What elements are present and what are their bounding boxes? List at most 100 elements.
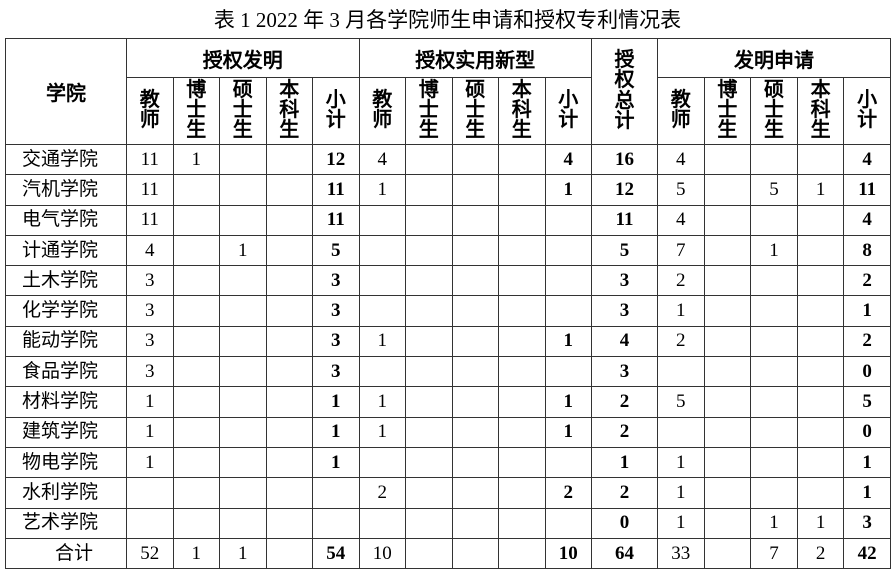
table-row: 计通学院 4 1 5 5 7 1 8	[5, 234, 891, 267]
table-cell	[796, 446, 845, 479]
table-cell: 2	[544, 477, 592, 509]
table-cell	[703, 174, 752, 206]
table-cell	[265, 507, 313, 539]
header-subtotal-g0: 小计	[312, 77, 360, 145]
table-cell	[405, 265, 453, 297]
table-cell: 1	[750, 507, 798, 539]
table-cell	[172, 507, 220, 539]
table-cell	[750, 386, 798, 418]
table-cell	[405, 295, 453, 327]
table-cell	[265, 446, 313, 479]
table-cell	[219, 174, 267, 206]
header-granted-invention: 授权发明	[126, 38, 360, 78]
header-master-label: 硕士生	[763, 78, 784, 142]
table-cell: 5	[312, 234, 360, 267]
table-cell: 3	[312, 295, 360, 327]
table-cell	[498, 234, 546, 267]
table-cell	[172, 174, 220, 206]
table-cell	[451, 537, 499, 570]
table-cell: 1	[796, 174, 845, 206]
college-name: 水利学院	[5, 477, 127, 509]
table-row: 电气学院 11 11 11 4 4	[5, 204, 891, 236]
table-cell: 11	[126, 143, 174, 176]
header-undergrad-label: 本科生	[810, 78, 831, 142]
college-name: 化学学院	[5, 295, 127, 327]
table-cell	[358, 265, 406, 297]
table-cell	[265, 386, 313, 418]
table-cell	[172, 446, 220, 479]
table-cell	[498, 295, 546, 327]
table-cell: 1	[312, 416, 360, 448]
table-cell	[219, 386, 267, 418]
table-cell	[451, 416, 499, 448]
table-cell	[796, 295, 845, 327]
table-cell	[657, 416, 705, 448]
table-cell	[498, 446, 546, 479]
table-cell: 1	[796, 507, 845, 539]
table-cell	[796, 234, 845, 267]
table-cell	[796, 265, 845, 297]
header-invention-application: 发明申请	[657, 38, 891, 78]
college-name: 能动学院	[5, 325, 127, 358]
table-cell: 2	[843, 265, 891, 297]
college-name: 合计	[5, 537, 127, 570]
table-cell	[451, 234, 499, 267]
college-name: 汽机学院	[5, 174, 127, 206]
table-title: 表 1 2022 年 3 月各学院师生申请和授权专利情况表	[213, 8, 682, 32]
header-master-g3: 硕士生	[750, 77, 798, 145]
table-cell	[265, 325, 313, 358]
table-cell	[219, 446, 267, 479]
table-cell	[265, 174, 313, 206]
table-row: 土木学院 3 3 3 2 2	[5, 265, 891, 297]
table-cell: 3	[312, 265, 360, 297]
table-cell	[544, 204, 592, 236]
header-college: 学院	[5, 38, 127, 145]
table-cell	[750, 325, 798, 358]
table-cell: 3	[126, 325, 174, 358]
table-cell: 3	[312, 356, 360, 388]
table-cell: 4	[843, 143, 891, 176]
table-cell	[265, 356, 313, 388]
table-cell	[544, 356, 592, 388]
table-cell	[405, 234, 453, 267]
table-cell: 11	[126, 204, 174, 236]
table-cell	[498, 143, 546, 176]
table-cell	[172, 234, 220, 267]
table-cell	[544, 507, 592, 539]
table-cell: 1	[219, 234, 267, 267]
table-cell: 3	[126, 295, 174, 327]
table-cell: 2	[591, 477, 658, 509]
table-cell	[219, 507, 267, 539]
table-cell: 42	[843, 537, 891, 570]
table-cell	[405, 356, 453, 388]
table-cell	[703, 234, 752, 267]
header-granted-total-label: 授权总计	[614, 48, 635, 133]
header-teacher-g1: 教师	[358, 77, 406, 145]
college-name: 食品学院	[5, 356, 127, 388]
table-cell	[219, 143, 267, 176]
table-cell	[219, 416, 267, 448]
table-cell	[451, 477, 499, 509]
table-cell: 12	[591, 174, 658, 206]
table-cell: 1	[657, 446, 705, 479]
table-cell	[219, 265, 267, 297]
table-cell	[265, 537, 313, 570]
table-cell	[312, 507, 360, 539]
table-cell	[544, 446, 592, 479]
table-cell	[219, 204, 267, 236]
table-cell: 1	[358, 325, 406, 358]
table-cell: 1	[126, 386, 174, 418]
table-cell	[498, 507, 546, 539]
table-cell	[750, 295, 798, 327]
table-cell: 4	[657, 204, 705, 236]
table-cell	[703, 386, 752, 418]
table-row: 能动学院 3 3 1 1 4 2 2	[5, 325, 891, 358]
table-cell	[405, 537, 453, 570]
table-cell: 7	[750, 537, 798, 570]
table-cell	[405, 325, 453, 358]
table-row: 化学学院 3 3 3 1 1	[5, 295, 891, 327]
header-subtotal-label: 小计	[857, 88, 878, 132]
header-teacher-label: 教师	[372, 88, 393, 132]
table-cell	[750, 143, 798, 176]
table-cell: 2	[591, 386, 658, 418]
